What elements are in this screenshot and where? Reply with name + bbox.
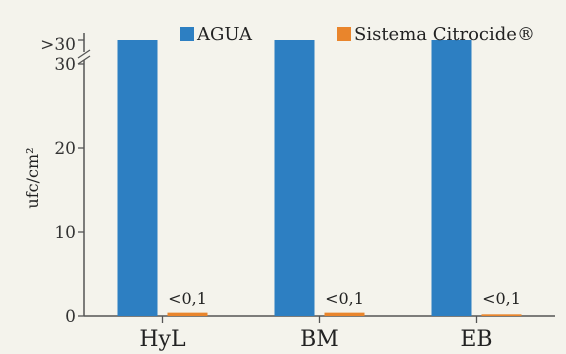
data-label: <0,1 [325,289,364,308]
legend-swatch-agua [180,27,194,41]
y-axis-label: ufc/cm² [23,147,42,208]
y-axis-break-label: >30 [40,35,76,55]
bar-hyl-citrocide [167,312,208,316]
category-label-eb: EB [460,327,492,352]
category-label-bm: BM [300,327,339,352]
legend-label-agua: AGUA [196,24,253,45]
bar-bm-agua [274,40,315,316]
bar-bm-citrocide [324,312,365,316]
y-tick-label: 30 [54,55,76,75]
y-tick-label: 0 [65,307,76,327]
y-tick-label: 10 [54,223,76,243]
legend-label-citrocide: Sistema Citrocide® [354,24,535,45]
legend-swatch-citrocide [337,27,351,41]
legend: AGUA Sistema Citrocide® [180,24,535,45]
category-label-hyl: HyL [139,327,186,352]
y-tick-label: 20 [54,139,76,159]
bar-eb-agua [431,40,472,316]
bar-hyl-agua [117,40,158,316]
bar-eb-citrocide [481,314,522,316]
data-label: <0,1 [168,289,207,308]
data-label: <0,1 [482,289,521,308]
